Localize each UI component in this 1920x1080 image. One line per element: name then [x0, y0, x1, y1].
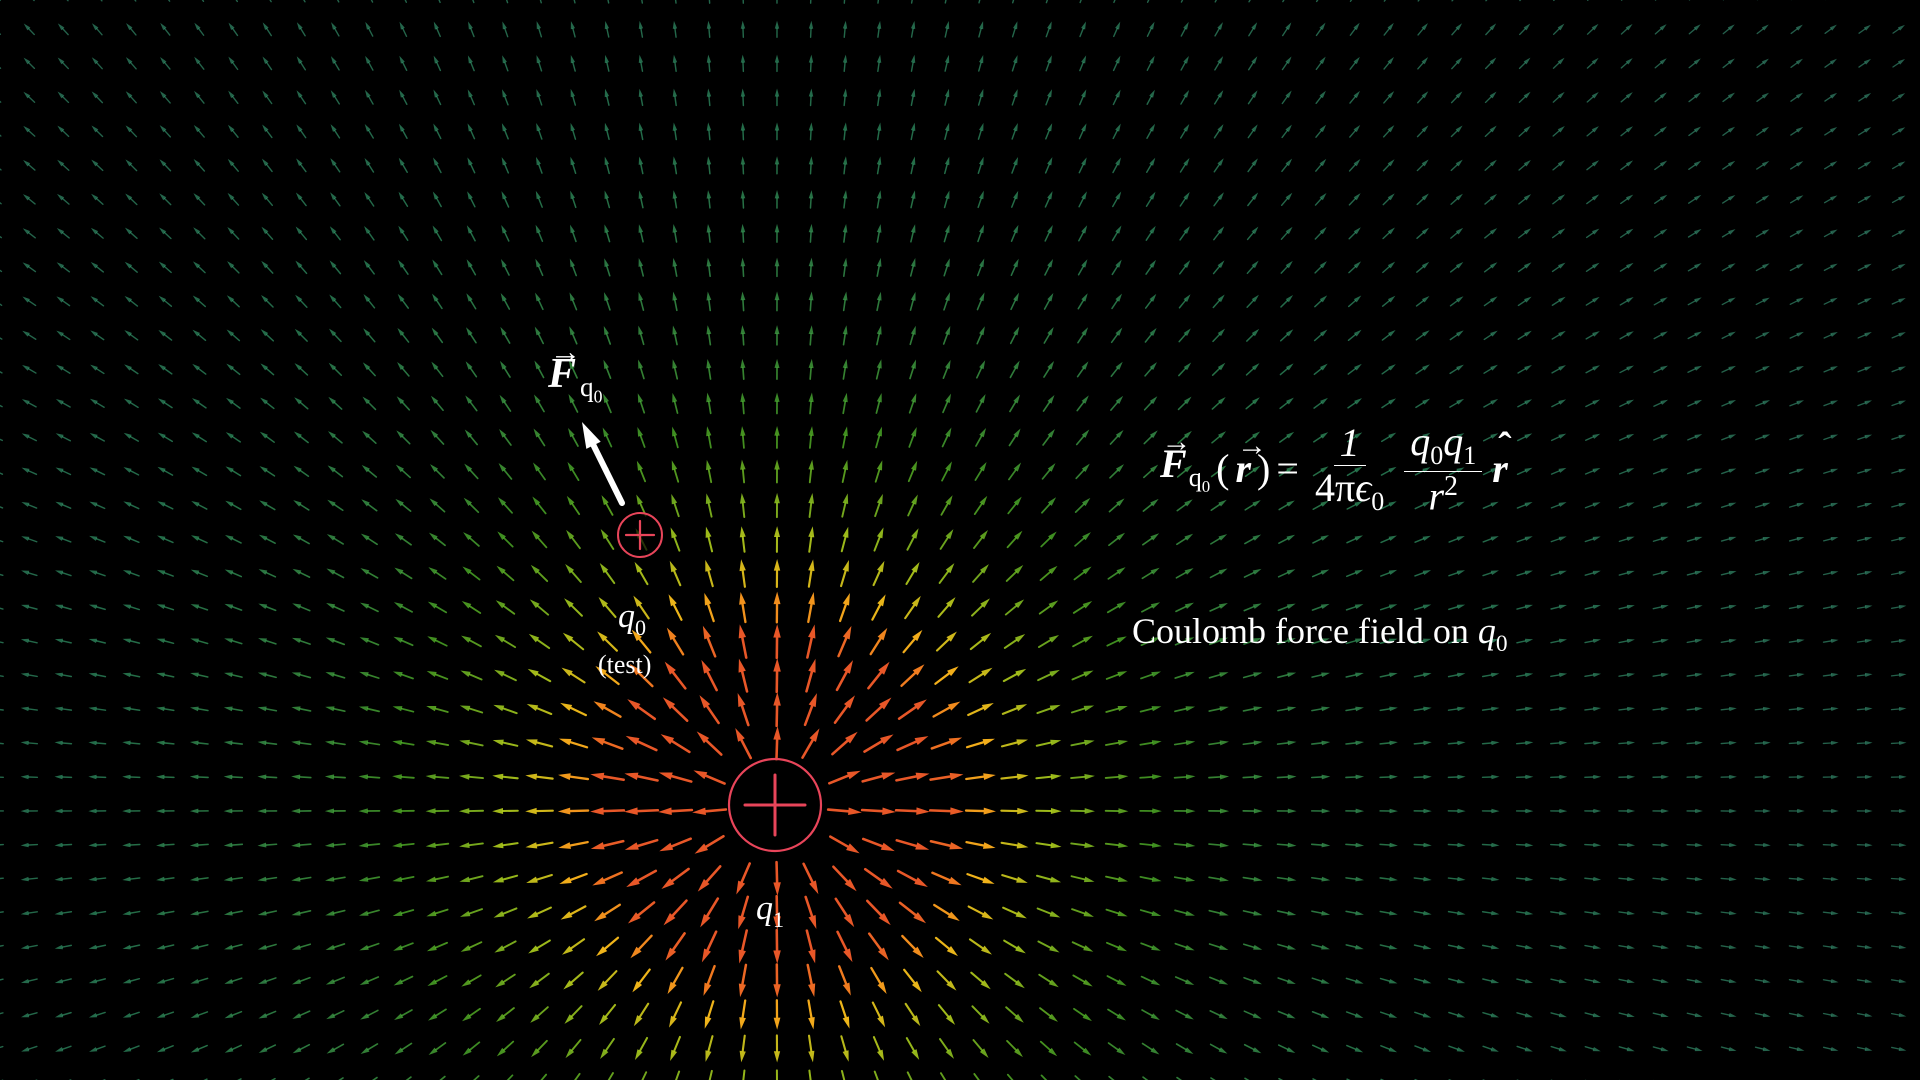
formula-r-hat: r	[1492, 445, 1508, 492]
formula-equals: =	[1276, 445, 1299, 492]
coulomb-field-diagram: q1 q0 (test) Fq0 Fq0 (r) = 1 4πϵ0 q0q1 r…	[0, 0, 1920, 1080]
force-sub-0: 0	[594, 387, 603, 407]
formula-arg-r: r	[1235, 445, 1251, 492]
formula-frac1: 1 4πϵ0	[1309, 421, 1390, 517]
force-vector-label: Fq0	[548, 350, 603, 408]
force-sub-q: q	[580, 372, 594, 402]
test-charge-sublabel: (test)	[598, 650, 651, 680]
q0-symbol: q	[618, 598, 635, 635]
formula-F: F	[1160, 441, 1187, 486]
coulomb-formula: Fq0 (r) = 1 4πϵ0 q0q1 r2 r	[1160, 420, 1508, 518]
test-charge-label: q0	[618, 598, 646, 641]
caption-text: Coulomb force field on q0	[1132, 610, 1508, 658]
formula-frac2: q0q1 r2	[1404, 420, 1482, 518]
force-vector-F: F	[548, 351, 576, 397]
q1-symbol: q	[756, 890, 773, 927]
q1-subscript: 1	[773, 907, 784, 932]
source-charge-label: q1	[756, 890, 784, 933]
charges-overlay	[0, 0, 1920, 1080]
q0-subscript: 0	[635, 615, 646, 640]
